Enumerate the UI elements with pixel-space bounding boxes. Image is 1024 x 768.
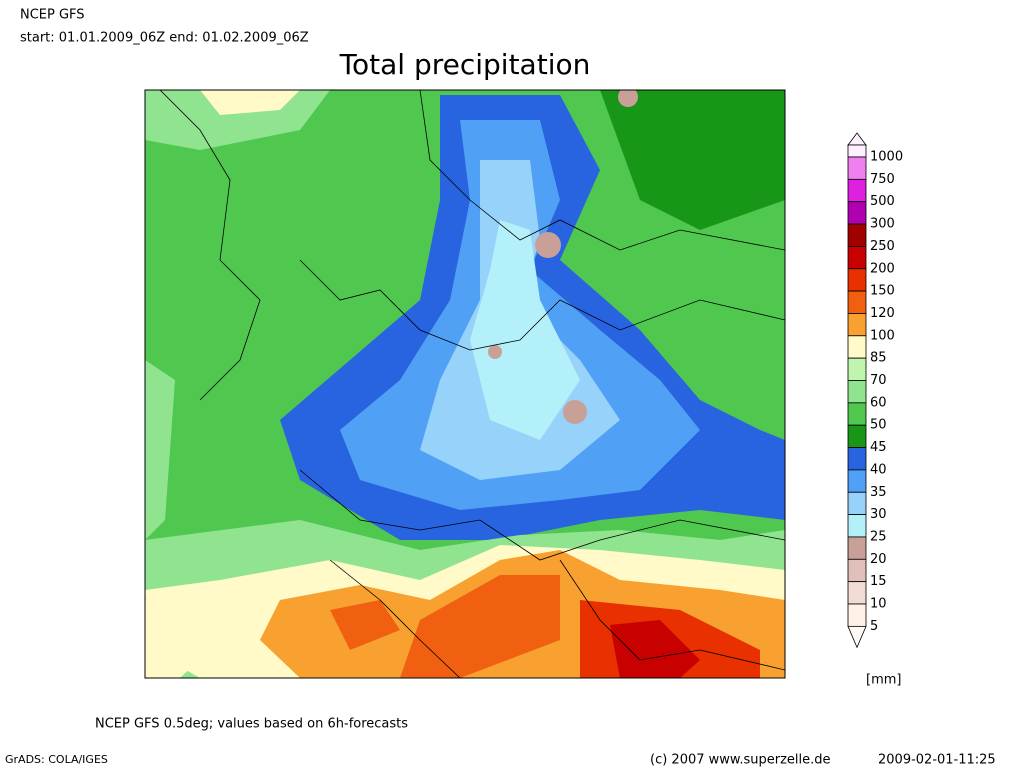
colorbar-label: 35: [870, 485, 887, 500]
colorbar-label: 120: [870, 306, 895, 321]
colorbar-box: [847, 268, 867, 292]
colorbar-label: 40: [870, 462, 887, 477]
colorbar-label: 250: [870, 239, 895, 254]
region: [610, 620, 700, 678]
region: [145, 590, 230, 678]
map: [144, 89, 786, 679]
colorbar-box: [847, 178, 867, 203]
colorbar-box: [847, 380, 867, 404]
colorbar-label: 25: [870, 529, 887, 544]
source: NCEP GFS: [20, 8, 85, 23]
colorbar-label: 10: [870, 597, 887, 612]
region: [200, 90, 300, 115]
region: [145, 360, 175, 540]
colorbar-label: 750: [870, 172, 895, 187]
colorbar-box: [847, 514, 867, 538]
colorbar-label: 300: [870, 217, 895, 232]
region: [488, 345, 502, 359]
colorbar-label: 1000: [870, 150, 903, 165]
colorbar-box: [847, 424, 867, 448]
colorbar-bottom: [847, 625, 867, 649]
colorbar-box: [847, 357, 867, 381]
colorbar-box: [847, 536, 867, 560]
colorbar-box: [847, 144, 867, 158]
colorbar-box: [847, 335, 867, 359]
colorbar-label: 15: [870, 574, 887, 589]
colorbar-box: [847, 156, 867, 180]
period: start: 01.01.2009_06Z end: 01.02.2009_06…: [20, 31, 309, 46]
colorbar-box: [847, 469, 867, 493]
colorbar-box: [847, 245, 867, 270]
map-frame: [144, 89, 786, 679]
region: [330, 600, 400, 650]
colorbar-label: 100: [870, 328, 895, 343]
software: GrADS: COLA/IGES: [5, 753, 108, 766]
region: [470, 220, 580, 440]
colorbar-box: [847, 558, 867, 583]
colorbar-label: 200: [870, 261, 895, 276]
region: [618, 90, 638, 107]
colorbar-label: 20: [870, 552, 887, 567]
timestamp: 2009-02-01-11:25: [878, 753, 996, 768]
region: [400, 575, 560, 678]
colorbar-label: 60: [870, 395, 887, 410]
colorbar-label: 30: [870, 507, 887, 522]
colorbar-box: [847, 402, 867, 426]
colorbar-label: 45: [870, 440, 887, 455]
colorbar-label: 150: [870, 284, 895, 299]
colorbar-box: [847, 223, 867, 247]
colorbar-box: [847, 313, 867, 337]
region: [535, 232, 561, 258]
region: [563, 400, 587, 424]
colorbar-label: 85: [870, 351, 887, 366]
borders: [159, 90, 785, 678]
colorbar-box: [847, 201, 867, 225]
copyright: (c) 2007 www.superzelle.de: [650, 753, 831, 768]
colorbar-label: 70: [870, 373, 887, 388]
colorbar-label: 5: [870, 619, 878, 634]
colorbar: 1000 750 500 300 250 200 150 120 100 85 70 60 50 45 40…: [847, 132, 903, 649]
colorbar-top: [847, 132, 867, 146]
footnote: NCEP GFS 0.5deg; values based on 6h-fore…: [95, 717, 408, 732]
colorbar-box: [847, 581, 867, 605]
legend-unit: [mm]: [866, 673, 901, 688]
title: Total precipitation: [339, 48, 591, 81]
colorbar-label: 500: [870, 194, 895, 209]
colorbar-box: [847, 290, 867, 314]
colorbar-box: [847, 603, 867, 627]
colorbar-box: [847, 447, 867, 471]
region: [600, 90, 785, 230]
colorbar-box: [847, 491, 867, 516]
colorbar-label: 50: [870, 418, 887, 433]
